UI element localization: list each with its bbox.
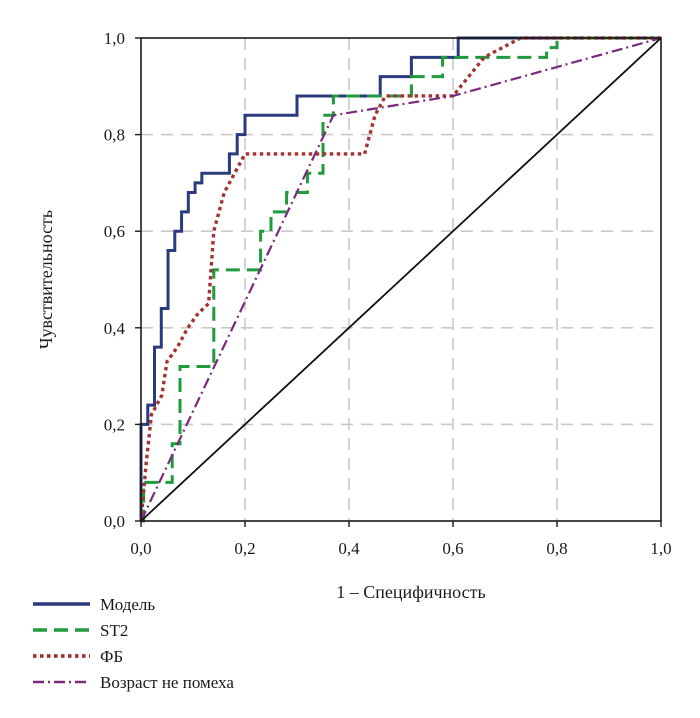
y-tick-label: 0,2: [104, 415, 125, 434]
series-layer: [139, 36, 662, 523]
y-tick-label: 0,8: [104, 126, 125, 145]
y-tick-label: 0,6: [104, 222, 125, 241]
reference-diagonal-line: [140, 37, 662, 522]
y-tick-label: 0,4: [104, 319, 126, 338]
y-tick-label: 0,0: [104, 512, 125, 531]
x-tick-label: 0,6: [442, 539, 463, 558]
ticks-layer: 0,0 0,2 0,4 0,6 0,8 1,0 0,0 0,2 0,4 0,6 0,8 1,0: [104, 29, 672, 558]
grid-layer: [141, 38, 661, 521]
series-line-1: [139, 36, 661, 521]
legend: Модель ST2 ФБ Возраст не помеха: [33, 595, 234, 692]
x-tick-label: 1,0: [650, 539, 671, 558]
x-tick-label: 0,8: [546, 539, 567, 558]
legend-label: ST2: [100, 621, 128, 640]
legend-label: ФБ: [100, 647, 123, 666]
legend-label: Возраст не помеха: [100, 673, 234, 692]
x-axis-title: 1 – Специфичность: [336, 582, 485, 602]
legend-label: Модель: [100, 595, 155, 614]
x-tick-label: 0,2: [234, 539, 255, 558]
y-tick-label: 1,0: [104, 29, 125, 48]
series-line-3: [139, 36, 661, 522]
y-axis-title: Чувствительность: [36, 210, 56, 349]
plot-frame: [140, 37, 662, 522]
series-line-4: [140, 36, 662, 522]
x-tick-label: 0,4: [338, 539, 360, 558]
x-tick-label: 0,0: [130, 539, 151, 558]
